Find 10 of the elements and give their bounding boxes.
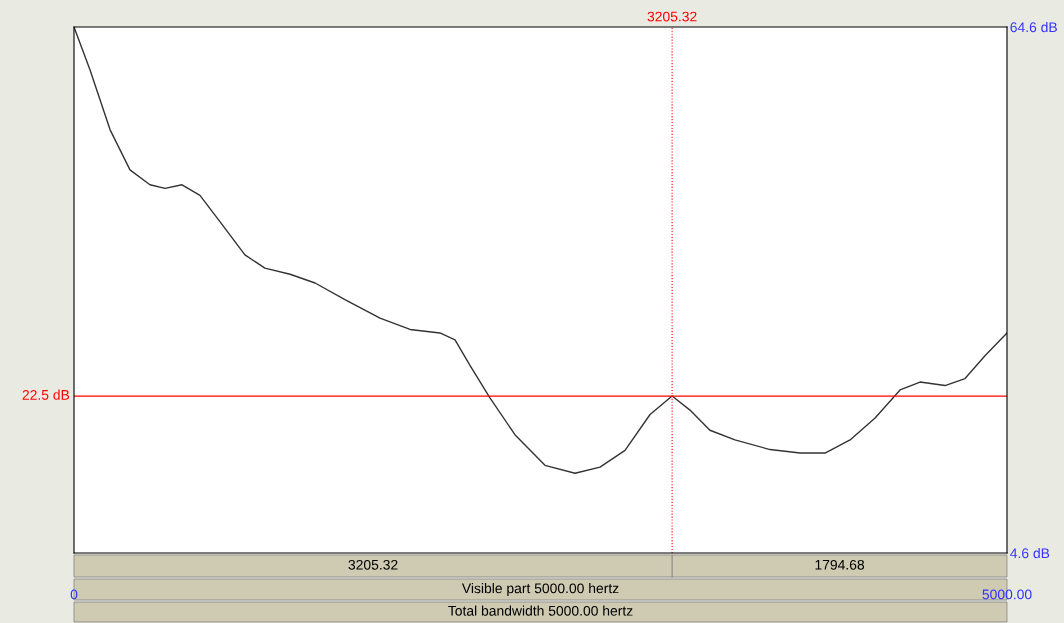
y-tick-label: 64.6 dB — [1010, 21, 1057, 33]
ref-line-label: 3205.32 — [647, 11, 697, 22]
x-tick-label: 0 — [70, 589, 78, 600]
y-tick-label: 4.6 dB — [1010, 547, 1050, 559]
text: 3205.32 — [348, 559, 398, 570]
text: 1794.68 — [815, 559, 865, 570]
x-tick-label: 5000.00 — [982, 589, 1032, 600]
text: Total bandwidth 5000.00 hertz — [448, 605, 633, 616]
text: Visible part 5000.00 hertz — [461, 583, 619, 596]
ref-line-label: 22.5 dB — [22, 389, 70, 400]
